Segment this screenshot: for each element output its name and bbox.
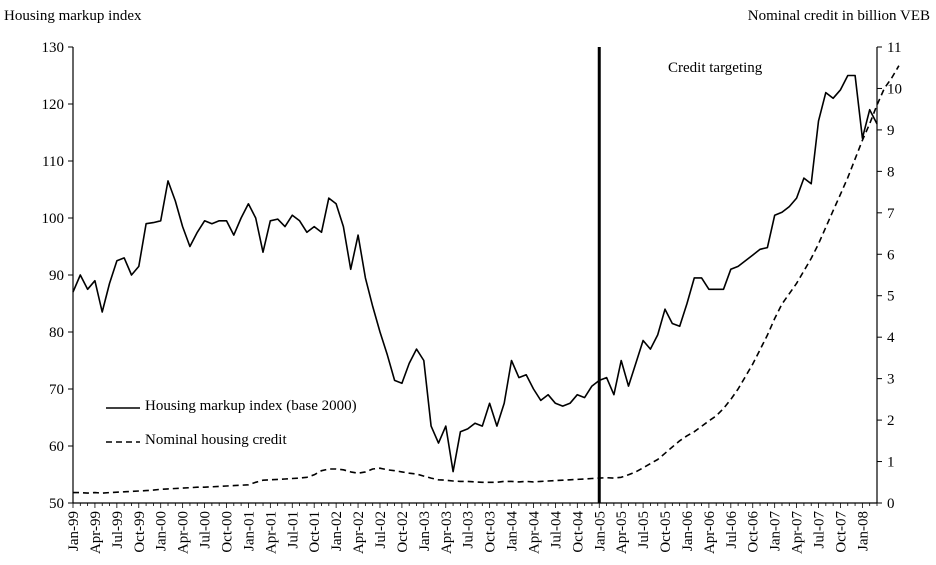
x-tick-label: Jan-06 (680, 511, 696, 551)
x-tick-label: Jul-02 (373, 511, 389, 549)
right-tick-label: 10 (887, 81, 902, 97)
x-tick-label: Jul-03 (461, 511, 477, 549)
x-tick-label: Apr-99 (88, 511, 104, 554)
x-tick-label: Oct-99 (132, 511, 148, 553)
right-tick-label: 3 (887, 372, 895, 388)
x-tick-label: Apr-01 (263, 511, 279, 554)
x-tick-label: Apr-07 (790, 511, 806, 555)
series-line-markup-index (72, 74, 878, 473)
left-axis-title: Housing markup index (4, 8, 142, 24)
right-tick-label: 8 (887, 164, 895, 180)
x-tick-label: Jan-01 (241, 511, 257, 551)
x-tick-label: Jan-03 (417, 511, 433, 551)
x-tick-label: Apr-06 (702, 511, 718, 555)
x-tick-label: Jan-02 (329, 511, 345, 551)
x-tick-label: Jul-00 (198, 511, 214, 549)
x-tick-label: Oct-06 (746, 511, 762, 553)
x-tick-label: Jan-00 (154, 511, 170, 551)
series-line-housing-credit (73, 65, 900, 494)
legend-label-housing-credit: Nominal housing credit (145, 432, 287, 448)
x-tick-label: Oct-00 (219, 511, 235, 553)
right-tick-label: 5 (887, 289, 895, 305)
x-tick-label: Jul-07 (812, 511, 828, 549)
left-tick-label: 70 (49, 382, 64, 398)
x-tick-label: Apr-00 (176, 511, 192, 554)
x-tick-label: Jan-04 (505, 511, 521, 551)
right-axis-title: Nominal credit in billion VEB (747, 8, 930, 24)
right-tick-label: 7 (887, 206, 895, 222)
right-tick-label: 0 (887, 496, 895, 512)
x-tick-label: Jan-08 (855, 511, 871, 551)
x-tick-label: Apr-05 (614, 511, 630, 554)
left-tick-label: 130 (42, 40, 65, 56)
x-tick-label: Oct-03 (483, 511, 499, 553)
x-tick-label: Jul-04 (548, 511, 564, 549)
x-tick-label: Jan-05 (592, 511, 608, 551)
right-tick-label: 6 (887, 247, 895, 263)
x-tick-label: Jul-01 (285, 511, 301, 549)
left-tick-label: 50 (49, 496, 64, 512)
x-tick-label: Apr-03 (439, 511, 455, 554)
x-tick-label: Apr-02 (351, 511, 367, 554)
x-tick-label: Jul-05 (636, 511, 652, 549)
left-tick-label: 110 (42, 154, 64, 170)
credit-targeting-annotation: Credit targeting (668, 60, 763, 76)
left-tick-label: 120 (42, 97, 65, 113)
x-tick-label: Oct-07 (833, 511, 849, 553)
left-tick-label: 90 (49, 268, 64, 284)
x-tick-label: Jul-99 (110, 511, 126, 549)
x-tick-label: Jan-07 (768, 511, 784, 551)
right-tick-label: 4 (887, 330, 895, 346)
legend-label-markup-index: Housing markup index (base 2000) (145, 398, 357, 414)
right-tick-label: 1 (887, 455, 895, 471)
x-tick-label: Oct-04 (570, 511, 586, 553)
x-tick-label: Apr-04 (526, 511, 542, 555)
x-tick-label: Jan-99 (66, 511, 82, 551)
right-tick-label: 11 (887, 40, 901, 56)
x-tick-label: Oct-01 (307, 511, 323, 553)
right-tick-label: 9 (887, 123, 895, 139)
right-tick-label: 2 (887, 413, 895, 429)
left-tick-label: 80 (49, 325, 64, 341)
x-tick-label: Jul-06 (724, 511, 740, 549)
left-tick-label: 60 (49, 439, 64, 455)
left-tick-label: 100 (42, 211, 65, 227)
x-tick-label: Oct-05 (658, 511, 674, 553)
x-tick-label: Oct-02 (395, 511, 411, 553)
